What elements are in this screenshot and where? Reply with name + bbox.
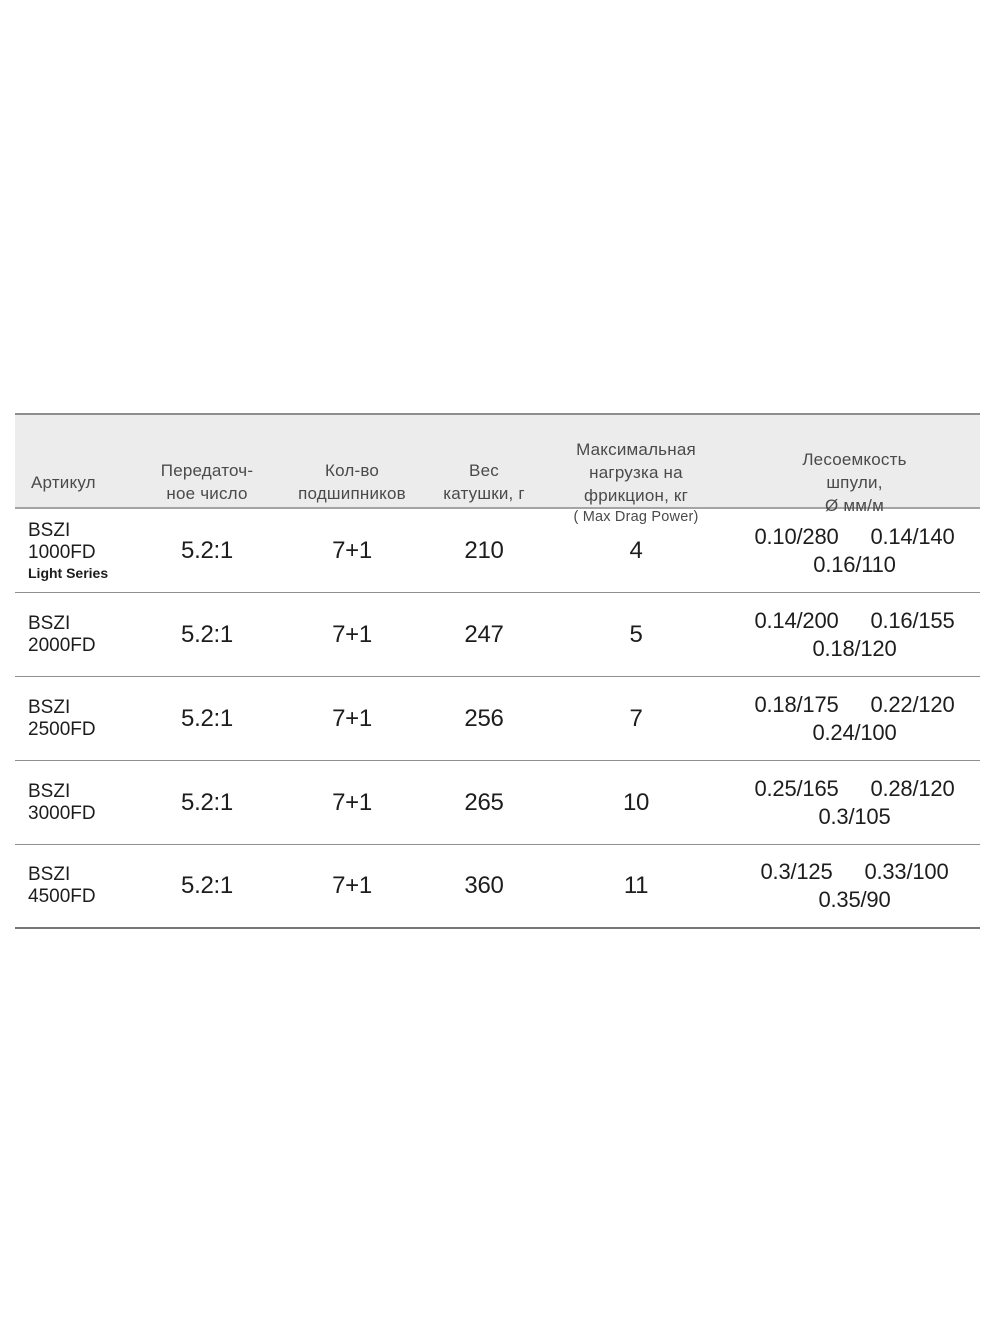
cell-line-capacity: 0.10/280 0.14/140 0.16/110	[729, 523, 980, 579]
capacity-line-1: 0.3/125 0.33/100	[729, 858, 980, 886]
cell-max-drag: 10	[622, 788, 650, 816]
cell-line-capacity: 0.18/175 0.22/120 0.24/100	[729, 691, 980, 747]
capacity-value-2: 0.28/120	[870, 775, 955, 801]
cell-bearings: 7+1	[332, 620, 372, 648]
cell-gear-ratio: 5.2:1	[181, 704, 233, 732]
reel-spec-table: Артикул Передаточ- ное число Кол-во подш…	[15, 413, 980, 929]
capacity-line-1: 0.25/165 0.28/120	[729, 775, 980, 803]
capacity-value-3: 0.18/120	[812, 635, 897, 661]
table-row: BSZI 4500FD 5.2:1 7+1 360 11 0.3/125 0.3…	[15, 845, 980, 929]
cell-bearings: 7+1	[332, 704, 372, 732]
cell-weight: 210	[464, 536, 504, 564]
cell-gear-ratio: 5.2:1	[181, 536, 233, 564]
model-size: 2500FD	[28, 718, 96, 740]
table-row: BSZI 2000FD 5.2:1 7+1 247 5 0.14/200 0.1…	[15, 593, 980, 677]
model-brand: BSZI	[28, 612, 71, 634]
cell-weight: 360	[464, 872, 504, 899]
capacity-value-3: 0.35/90	[818, 887, 891, 912]
model-size: 3000FD	[28, 802, 96, 824]
capacity-value-1: 0.14/200	[754, 607, 839, 633]
cell-line-capacity: 0.3/125 0.33/100 0.35/90	[729, 858, 980, 914]
model-brand: BSZI	[28, 780, 71, 802]
cell-gear-ratio: 5.2:1	[181, 620, 233, 648]
table-row: BSZI 3000FD 5.2:1 7+1 265 10 0.25/165 0.…	[15, 761, 980, 845]
table-header-row: Артикул Передаточ- ное число Кол-во подш…	[15, 413, 980, 525]
capacity-value-3: 0.3/105	[818, 803, 891, 829]
cell-max-drag: 7	[629, 704, 643, 732]
cell-max-drag: 5	[629, 620, 643, 648]
cell-weight: 265	[464, 788, 504, 816]
capacity-value-1: 0.18/175	[754, 691, 839, 717]
cell-model: BSZI 4500FD	[15, 864, 135, 908]
model-note: Light Series	[28, 565, 109, 581]
model-brand: BSZI	[28, 696, 71, 718]
table-row: BSZI 1000FD Light Series 5.2:1 7+1 210 4…	[15, 509, 980, 593]
cell-model: BSZI 3000FD	[15, 781, 135, 825]
cell-model: BSZI 2500FD	[15, 697, 135, 741]
capacity-line-1: 0.14/200 0.16/155	[729, 607, 980, 635]
cell-bearings: 7+1	[332, 536, 372, 564]
capacity-value-3: 0.16/110	[813, 551, 896, 577]
model-size: 2000FD	[28, 634, 96, 656]
cell-model: BSZI 2000FD	[15, 613, 135, 657]
max-drag-label: Максимальная нагрузка на фрикцион, кг	[576, 440, 696, 505]
capacity-line-1: 0.10/280 0.14/140	[729, 523, 980, 551]
cell-gear-ratio: 5.2:1	[181, 872, 233, 899]
model-size: 4500FD	[28, 886, 96, 907]
capacity-value-1: 0.10/280	[754, 523, 839, 549]
capacity-value-2: 0.33/100	[864, 859, 949, 884]
capacity-value-3: 0.24/100	[812, 719, 897, 745]
capacity-value-1: 0.3/125	[760, 859, 833, 884]
cell-bearings: 7+1	[332, 788, 372, 816]
header-cell-bearings: Кол-во подшипников	[298, 461, 406, 503]
header-cell-line-capacity: Лесоемкость шпули, Ø мм/м	[802, 449, 907, 515]
cell-gear-ratio: 5.2:1	[181, 788, 233, 816]
model-size: 1000FD	[28, 542, 96, 563]
max-drag-sublabel: ( Max Drag Power)	[573, 509, 699, 525]
cell-weight: 256	[464, 704, 504, 732]
cell-line-capacity: 0.14/200 0.16/155 0.18/120	[729, 607, 980, 663]
cell-weight: 247	[464, 620, 504, 648]
capacity-line-1: 0.18/175 0.22/120	[729, 691, 980, 719]
cell-model: BSZI 1000FD Light Series	[15, 520, 135, 581]
header-cell-artikul: Артикул	[31, 472, 96, 492]
model-brand: BSZI	[28, 520, 71, 541]
header-cell-weight: Вес катушки, г	[443, 461, 525, 503]
capacity-value-2: 0.22/120	[870, 691, 955, 717]
header-cell-gear-ratio: Передаточ- ное число	[160, 461, 254, 503]
cell-line-capacity: 0.25/165 0.28/120 0.3/105	[729, 775, 980, 831]
capacity-value-2: 0.14/140	[870, 523, 955, 549]
cell-bearings: 7+1	[332, 872, 372, 899]
capacity-value-2: 0.16/155	[870, 607, 955, 633]
capacity-value-1: 0.25/165	[754, 775, 839, 801]
cell-max-drag: 11	[623, 872, 649, 899]
cell-max-drag: 4	[629, 536, 643, 564]
header-cell-max-drag: Максимальная нагрузка на фрикцион, кг ( …	[543, 415, 729, 549]
model-brand: BSZI	[28, 864, 71, 885]
table-row: BSZI 2500FD 5.2:1 7+1 256 7 0.18/175 0.2…	[15, 677, 980, 761]
